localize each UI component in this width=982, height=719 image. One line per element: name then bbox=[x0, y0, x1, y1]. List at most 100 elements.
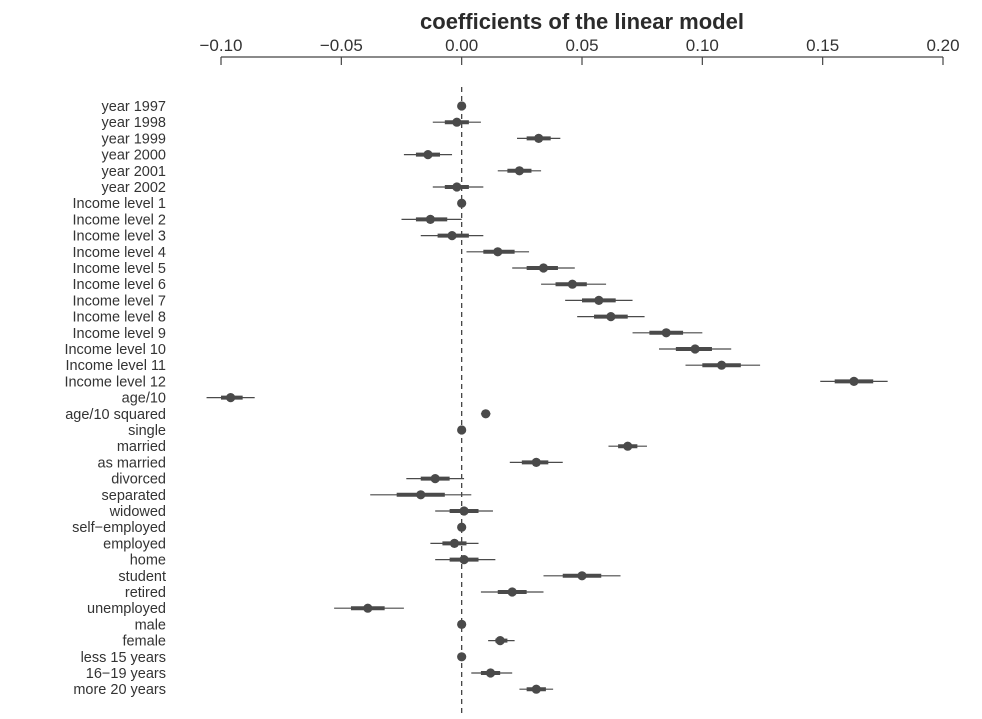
estimate-point bbox=[452, 182, 462, 192]
estimate-point bbox=[577, 571, 587, 581]
coefficient-row: divorced bbox=[111, 472, 465, 488]
coefficient-row: age/10 bbox=[122, 391, 255, 407]
coefficient-row: Income level 1 bbox=[73, 196, 467, 212]
row-label: as married bbox=[98, 455, 167, 471]
row-label: 16−19 years bbox=[86, 666, 166, 682]
x-tick-label: 0.20 bbox=[926, 36, 959, 55]
coefficient-row: self−employed bbox=[72, 520, 467, 536]
coefficient-row: separated bbox=[102, 488, 472, 504]
estimate-point bbox=[363, 603, 373, 613]
coefficient-row: Income level 9 bbox=[73, 326, 703, 342]
chart-title: coefficients of the linear model bbox=[420, 9, 744, 34]
coefficient-row: widowed bbox=[109, 504, 493, 520]
estimate-point bbox=[459, 555, 469, 565]
estimate-point bbox=[495, 636, 505, 646]
estimate-point bbox=[690, 344, 700, 354]
x-tick-label: 0.10 bbox=[686, 36, 719, 55]
coefficient-row: Income level 2 bbox=[73, 212, 462, 228]
estimate-point bbox=[459, 506, 469, 516]
row-label: Income level 7 bbox=[73, 293, 167, 309]
estimate-point bbox=[623, 441, 633, 451]
row-label: Income level 2 bbox=[73, 212, 167, 228]
estimate-point bbox=[507, 587, 517, 597]
row-label: married bbox=[117, 439, 166, 455]
row-label: Income level 6 bbox=[73, 277, 167, 293]
row-label: Income level 12 bbox=[64, 374, 166, 390]
coefficient-row: Income level 12 bbox=[64, 374, 888, 390]
estimate-point bbox=[514, 166, 525, 176]
row-label: age/10 bbox=[122, 391, 166, 407]
estimate-point bbox=[481, 409, 491, 419]
estimate-point bbox=[226, 393, 236, 403]
row-label: female bbox=[122, 634, 166, 650]
row-label: unemployed bbox=[87, 601, 166, 617]
row-label: year 2002 bbox=[102, 180, 167, 196]
coefficient-row: single bbox=[128, 423, 467, 439]
coefficient-row: as married bbox=[98, 455, 563, 471]
estimate-point bbox=[594, 295, 604, 305]
estimate-point bbox=[457, 652, 467, 662]
estimate-point bbox=[457, 198, 467, 208]
estimate-point bbox=[567, 279, 577, 289]
row-label: Income level 10 bbox=[64, 342, 166, 358]
row-label: Income level 5 bbox=[73, 261, 167, 277]
coefficient-row: Income level 7 bbox=[73, 293, 633, 309]
row-label: Income level 1 bbox=[73, 196, 167, 212]
coefficient-row: less 15 years bbox=[81, 650, 467, 666]
x-tick-label: −0.05 bbox=[320, 36, 363, 55]
row-label: employed bbox=[103, 536, 166, 552]
row-label: Income level 11 bbox=[66, 358, 166, 374]
coefficient-row: year 2001 bbox=[102, 164, 542, 180]
x-tick-label: 0.00 bbox=[445, 36, 478, 55]
x-tick-label: 0.05 bbox=[565, 36, 598, 55]
estimate-point bbox=[430, 474, 440, 484]
coefficient-row: age/10 squared bbox=[65, 407, 491, 423]
row-label: retired bbox=[125, 585, 166, 601]
row-label: single bbox=[128, 423, 166, 439]
coefficient-row: Income level 11 bbox=[66, 358, 761, 374]
coefficient-row: retired bbox=[125, 585, 544, 601]
row-label: self−employed bbox=[72, 520, 166, 536]
coefficient-row: student bbox=[118, 569, 621, 585]
coefficient-row: married bbox=[117, 439, 647, 455]
estimate-point bbox=[493, 247, 503, 257]
row-label: male bbox=[135, 617, 166, 633]
estimate-point bbox=[457, 522, 467, 532]
coefficient-row: year 2002 bbox=[102, 180, 484, 196]
estimate-point bbox=[457, 101, 467, 111]
row-label: year 1997 bbox=[102, 99, 167, 115]
row-label: Income level 8 bbox=[73, 310, 167, 326]
row-label: more 20 years bbox=[73, 682, 166, 698]
x-tick-label: −0.10 bbox=[199, 36, 242, 55]
estimate-point bbox=[452, 117, 462, 127]
estimate-point bbox=[449, 538, 460, 549]
row-label: Income level 9 bbox=[73, 326, 167, 342]
row-label: divorced bbox=[111, 472, 166, 488]
coefficient-row: year 1997 bbox=[102, 99, 467, 115]
estimate-point bbox=[447, 231, 457, 241]
x-tick-label: 0.15 bbox=[806, 36, 839, 55]
row-label: separated bbox=[102, 488, 167, 504]
row-label: age/10 squared bbox=[65, 407, 166, 423]
estimate-point bbox=[416, 490, 426, 500]
estimate-point bbox=[425, 214, 435, 224]
row-label: year 1999 bbox=[102, 131, 167, 147]
estimate-point bbox=[531, 684, 541, 694]
x-axis-top: −0.10 −0.05 0.00 0.05 0.10 0.15 0.20 bbox=[199, 36, 960, 65]
estimate-point bbox=[538, 263, 549, 273]
estimate-point bbox=[716, 360, 727, 370]
row-label: widowed bbox=[109, 504, 166, 520]
coefficient-row: Income level 5 bbox=[73, 261, 575, 277]
coefficient-row: year 1998 bbox=[102, 115, 481, 131]
coefficient-row: Income level 3 bbox=[73, 229, 484, 245]
coefficient-row: female bbox=[122, 634, 515, 650]
estimate-point bbox=[531, 457, 541, 467]
coefficient-row: male bbox=[135, 617, 467, 633]
row-label: year 2001 bbox=[102, 164, 167, 180]
coefficient-row: Income level 10 bbox=[64, 342, 732, 358]
coefficient-row: unemployed bbox=[87, 601, 404, 617]
coefficient-row: more 20 years bbox=[73, 682, 554, 698]
estimate-point bbox=[606, 312, 616, 322]
